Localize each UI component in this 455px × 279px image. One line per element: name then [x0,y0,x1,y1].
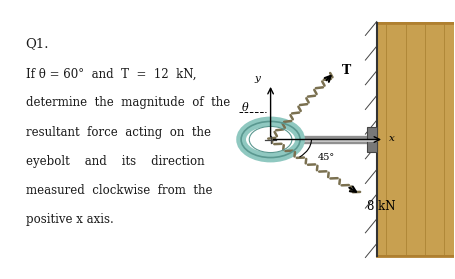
Text: eyebolt    and    its    direction: eyebolt and its direction [25,155,204,168]
Text: resultant  force  acting  on  the: resultant force acting on the [25,126,211,139]
Text: positive x axis.: positive x axis. [25,213,113,226]
Text: 45°: 45° [318,153,335,162]
Text: measured  clockwise  from  the: measured clockwise from the [25,184,212,197]
Polygon shape [377,23,455,256]
Polygon shape [367,127,377,152]
Text: θ: θ [242,103,249,112]
Text: 8 kN: 8 kN [367,200,396,213]
Text: Q1.: Q1. [25,37,49,50]
Text: x: x [389,134,394,143]
Text: T: T [342,64,352,77]
Text: If θ = 60°  and  T  =  12  kN,: If θ = 60° and T = 12 kN, [25,67,196,80]
Text: y: y [255,74,261,83]
Text: determine  the  magnitude  of  the: determine the magnitude of the [25,97,230,109]
